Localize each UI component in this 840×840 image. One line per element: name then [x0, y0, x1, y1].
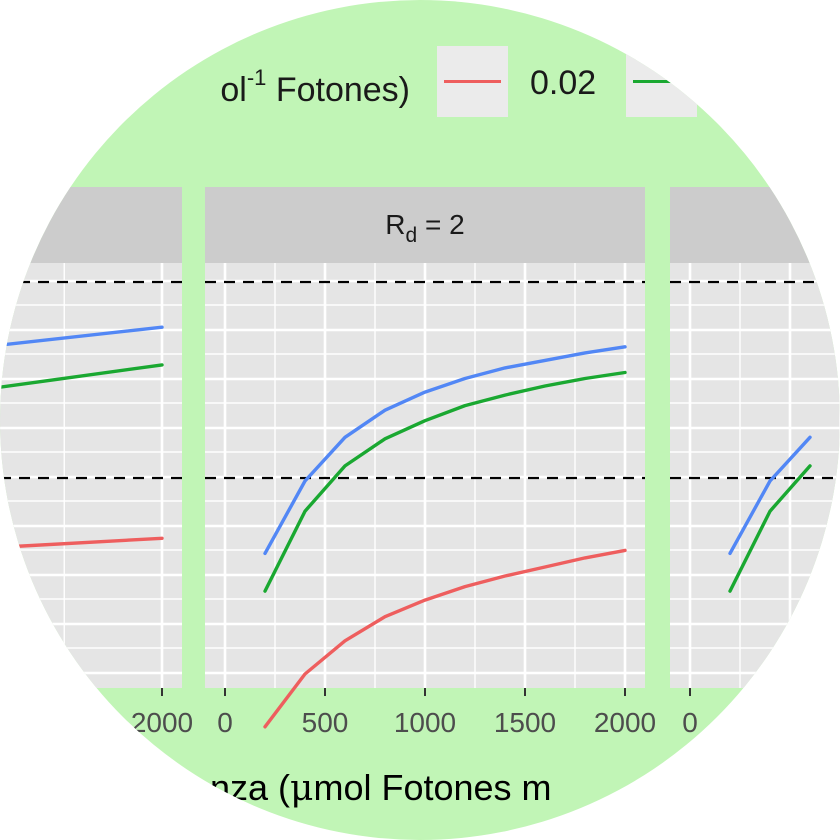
x-tick-label: 2000	[594, 707, 656, 738]
series-line-green	[728, 464, 812, 593]
x-axis-title: nza (μmol Fotones m	[210, 767, 552, 809]
x-tick-label: 500	[302, 707, 349, 738]
panel-right: 0	[670, 187, 840, 738]
legend-label-0: 0.02	[530, 64, 596, 102]
panel-center: 0 500 1000 1500 2000	[205, 187, 656, 738]
series-line-green	[0, 363, 164, 389]
strip-label-center: Rd = 2	[385, 209, 464, 247]
series-line-red	[263, 548, 627, 729]
x-tick-label: 0	[682, 707, 698, 738]
x-tick-label: 2000	[131, 707, 193, 738]
panel-background	[670, 263, 840, 688]
series-line-green	[263, 370, 627, 593]
series-line-blue	[728, 435, 812, 556]
x-tick-label: 0	[217, 707, 233, 738]
facet-strip	[670, 187, 840, 263]
x-tick-label: 1000	[394, 707, 456, 738]
facet-strip	[205, 187, 645, 263]
series-line-red	[728, 672, 772, 729]
panel-left: 2000	[0, 187, 193, 738]
series-line-blue	[263, 345, 627, 556]
legend: ol-1 Fotones) 0.02	[220, 46, 697, 117]
legend-title: ol-1 Fotones)	[220, 65, 410, 109]
series-line-blue	[0, 325, 164, 347]
series-line-red	[0, 536, 164, 549]
facet-strip	[0, 187, 182, 263]
x-tick-label: 1500	[494, 707, 556, 738]
